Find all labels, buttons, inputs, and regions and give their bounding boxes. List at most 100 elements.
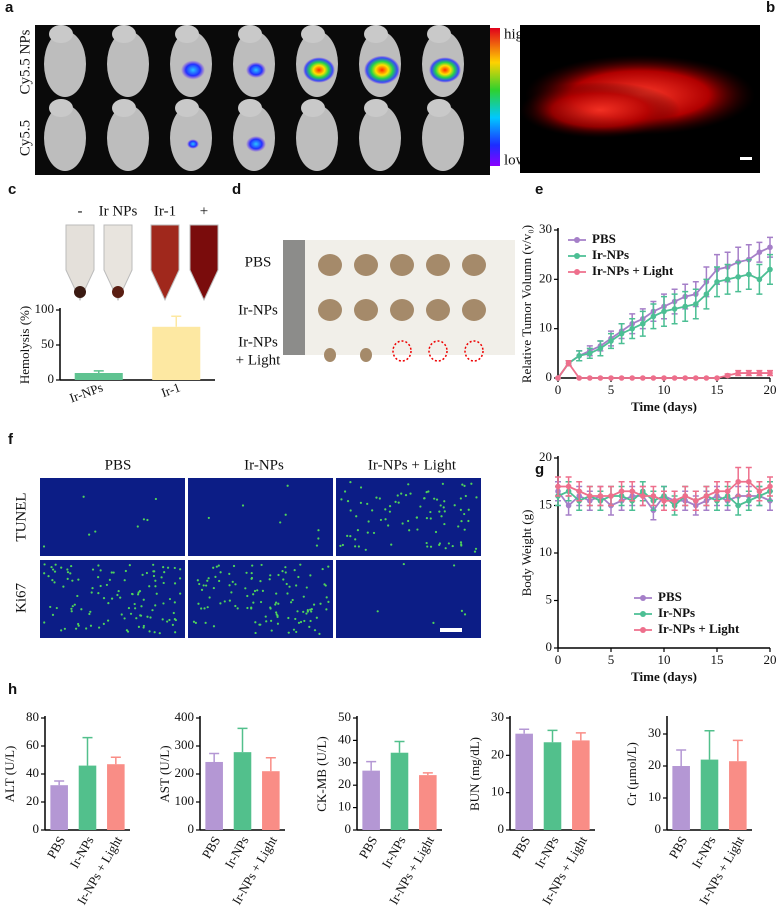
stain-dot bbox=[232, 564, 236, 568]
tumor bbox=[426, 254, 450, 276]
stain-dot bbox=[435, 498, 439, 501]
stain-dot bbox=[432, 621, 435, 624]
y-tick-label: 100 bbox=[35, 301, 55, 316]
legend-label: Ir-NPs + Light bbox=[658, 621, 740, 636]
stain-dot bbox=[217, 564, 220, 567]
mouse bbox=[44, 31, 86, 97]
stain-dot bbox=[43, 563, 46, 566]
stain-dot bbox=[207, 516, 210, 520]
legend-marker bbox=[574, 253, 580, 259]
mouse-head bbox=[301, 99, 325, 117]
color-bar bbox=[490, 28, 500, 166]
legend-label: PBS bbox=[592, 231, 616, 246]
legend-marker bbox=[640, 595, 646, 601]
y-tick-label: 0 bbox=[498, 821, 505, 836]
point bbox=[703, 493, 710, 499]
point bbox=[650, 493, 657, 499]
stain-dot bbox=[197, 602, 200, 605]
stain-dot bbox=[416, 528, 419, 531]
stain-dot bbox=[321, 567, 324, 571]
point bbox=[703, 375, 710, 381]
stain-dot bbox=[51, 613, 55, 616]
stain-dot bbox=[378, 497, 381, 500]
x-axis-label: Time (days) bbox=[631, 399, 697, 414]
stain-dot bbox=[302, 610, 305, 613]
x-tick-label: PBS bbox=[509, 833, 534, 861]
stain-dot bbox=[139, 614, 142, 617]
stain-dot bbox=[367, 520, 370, 523]
x-tick-label: PBS bbox=[356, 833, 381, 861]
stain-dot bbox=[141, 573, 144, 576]
stain-dot bbox=[470, 482, 473, 485]
point bbox=[597, 345, 604, 352]
legend-marker bbox=[640, 611, 646, 617]
stain-dot bbox=[394, 500, 397, 503]
point bbox=[682, 493, 688, 499]
column-label: Ir-NPs + Light bbox=[368, 457, 457, 473]
y-tick-label: 100 bbox=[175, 793, 195, 808]
stain-dot bbox=[66, 568, 69, 571]
stain-dot bbox=[269, 574, 272, 577]
point bbox=[640, 320, 646, 327]
error-bar bbox=[676, 749, 687, 766]
stain-dot bbox=[90, 591, 93, 594]
stain-dot bbox=[429, 517, 432, 520]
stain-dot bbox=[371, 509, 374, 512]
bar bbox=[74, 373, 123, 380]
stain-dot bbox=[440, 515, 443, 518]
y-tick-label: 50 bbox=[338, 709, 351, 724]
fluorescence bbox=[187, 139, 199, 149]
stain-dot bbox=[296, 610, 299, 613]
stain-dot bbox=[105, 583, 109, 587]
stain-dot bbox=[208, 596, 211, 599]
stain-dot bbox=[120, 613, 123, 616]
stain-dot bbox=[153, 570, 156, 573]
stain-dot bbox=[270, 629, 273, 632]
stain-dot bbox=[160, 576, 163, 579]
error-bar bbox=[732, 739, 743, 762]
stain-dot bbox=[97, 564, 100, 567]
stain-dot bbox=[212, 586, 215, 590]
legend-label: Ir-NPs bbox=[658, 605, 695, 620]
stain-dot bbox=[270, 619, 273, 622]
point bbox=[703, 291, 710, 297]
stain-dot bbox=[425, 541, 428, 545]
y-tick-label: 0 bbox=[546, 639, 553, 654]
stain-dot bbox=[388, 510, 392, 513]
tumor bbox=[462, 254, 486, 276]
stain-dot bbox=[349, 535, 352, 538]
stain-dot bbox=[463, 512, 466, 516]
stain-dot bbox=[107, 619, 110, 622]
stain-dot bbox=[376, 610, 379, 613]
row-label: PBS bbox=[245, 254, 272, 270]
tumor bbox=[462, 299, 486, 321]
stain-dot bbox=[443, 510, 446, 513]
tissue-image bbox=[40, 478, 185, 556]
stain-dot bbox=[152, 574, 156, 578]
stain-dot bbox=[152, 563, 155, 566]
point bbox=[714, 279, 720, 285]
bar bbox=[729, 761, 747, 830]
stain-dot bbox=[69, 572, 72, 575]
point bbox=[693, 375, 699, 381]
y-axis-label: Relative Tumor Volumn (v/v₀) bbox=[519, 225, 534, 383]
stain-dot bbox=[364, 548, 367, 551]
stain-dot bbox=[438, 543, 441, 546]
error-bar bbox=[422, 772, 433, 776]
stain-dot bbox=[426, 545, 429, 548]
stain-dot bbox=[441, 482, 444, 485]
stain-dot bbox=[390, 543, 393, 546]
stain-dot bbox=[71, 579, 74, 582]
stain-dot bbox=[474, 547, 478, 550]
stain-dot bbox=[384, 518, 387, 521]
x-tick-label: Ir-NPs bbox=[378, 833, 408, 870]
x-tick-label: 5 bbox=[608, 652, 615, 667]
stain-dot bbox=[212, 566, 215, 569]
stain-dot bbox=[130, 592, 134, 596]
stain-dot bbox=[284, 571, 287, 574]
panel-label: f bbox=[8, 431, 14, 448]
stain-dot bbox=[241, 504, 245, 507]
stain-dot bbox=[142, 598, 145, 601]
stain-dot bbox=[306, 610, 309, 613]
stain-dot bbox=[123, 617, 126, 620]
